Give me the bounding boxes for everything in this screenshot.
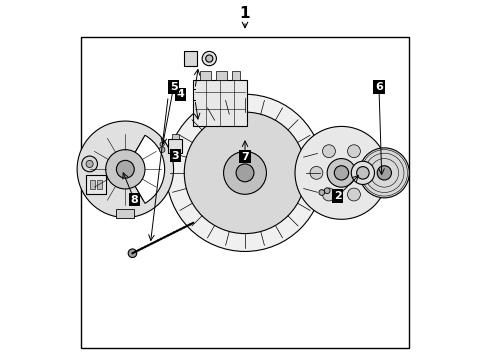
Text: 2: 2 [334, 191, 342, 201]
Circle shape [322, 188, 335, 201]
Circle shape [319, 190, 325, 195]
Bar [168, 139, 182, 153]
Circle shape [128, 249, 137, 257]
Bar [184, 51, 197, 66]
Bar [172, 134, 179, 139]
Bar [232, 71, 240, 80]
Circle shape [347, 188, 360, 201]
Bar [81, 37, 409, 348]
Wedge shape [125, 135, 165, 203]
Circle shape [360, 166, 373, 179]
Ellipse shape [206, 55, 213, 62]
Circle shape [324, 188, 330, 194]
Circle shape [86, 160, 93, 167]
Circle shape [159, 147, 165, 153]
Circle shape [117, 160, 134, 178]
Circle shape [167, 94, 323, 251]
Ellipse shape [202, 51, 217, 66]
Bar [200, 71, 211, 80]
Circle shape [223, 152, 267, 194]
Text: 5: 5 [170, 82, 177, 92]
Bar [193, 80, 247, 126]
Bar [97, 180, 102, 189]
Circle shape [327, 158, 356, 187]
Circle shape [359, 148, 409, 198]
Text: 1: 1 [240, 6, 250, 21]
Bar [117, 208, 134, 217]
Text: 6: 6 [375, 82, 383, 92]
Text: 7: 7 [241, 152, 249, 162]
Circle shape [160, 142, 164, 147]
Circle shape [322, 145, 335, 158]
Bar [90, 180, 95, 189]
Circle shape [377, 166, 392, 180]
Text: 8: 8 [130, 195, 138, 204]
Text: 5: 5 [170, 82, 177, 92]
Circle shape [236, 164, 254, 182]
Ellipse shape [357, 167, 369, 179]
Circle shape [347, 145, 360, 158]
Text: 3: 3 [172, 151, 179, 161]
Bar [217, 71, 227, 80]
Circle shape [82, 156, 98, 172]
Circle shape [106, 150, 145, 189]
Circle shape [310, 166, 323, 179]
Bar [86, 175, 106, 194]
Ellipse shape [351, 161, 374, 184]
Circle shape [184, 112, 306, 234]
Text: 4: 4 [177, 89, 185, 99]
Circle shape [295, 126, 388, 219]
Circle shape [77, 121, 173, 217]
Bar [323, 167, 338, 178]
Circle shape [334, 166, 348, 180]
